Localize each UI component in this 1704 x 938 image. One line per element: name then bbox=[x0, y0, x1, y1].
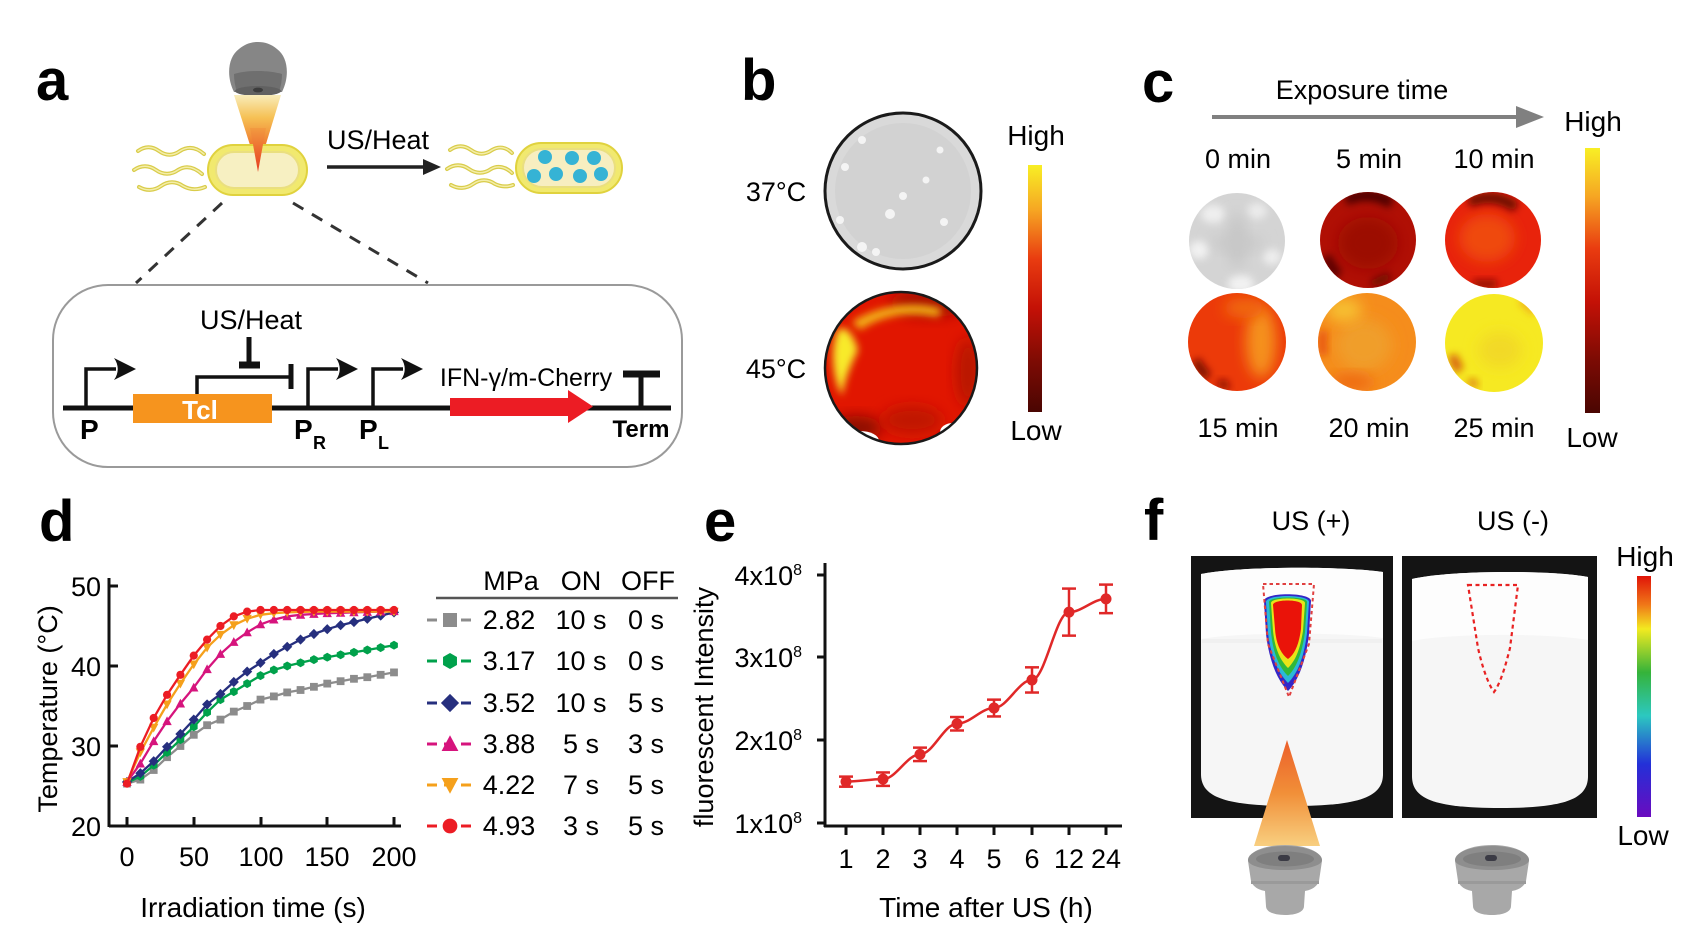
svg-text:200: 200 bbox=[371, 842, 416, 872]
svg-text:f: f bbox=[1144, 488, 1164, 553]
svg-text:e: e bbox=[704, 489, 736, 554]
svg-text:Irradiation time (s): Irradiation time (s) bbox=[140, 892, 366, 923]
svg-text:4x108: 4x108 bbox=[735, 561, 803, 591]
svg-text:c: c bbox=[1142, 50, 1174, 115]
svg-text:ON: ON bbox=[561, 566, 602, 596]
svg-text:Low: Low bbox=[1617, 820, 1669, 851]
svg-text:P: P bbox=[359, 414, 378, 445]
svg-text:40: 40 bbox=[71, 652, 101, 682]
svg-text:5 min: 5 min bbox=[1336, 144, 1402, 174]
svg-text:P: P bbox=[294, 414, 313, 445]
svg-text:1: 1 bbox=[838, 844, 853, 874]
svg-text:OFF: OFF bbox=[621, 566, 675, 596]
svg-text:37°C: 37°C bbox=[746, 177, 806, 207]
svg-text:US (+): US (+) bbox=[1272, 506, 1351, 536]
svg-text:3 s: 3 s bbox=[563, 811, 599, 841]
svg-text:3 s: 3 s bbox=[628, 729, 664, 759]
svg-text:d: d bbox=[39, 489, 74, 554]
svg-text:High: High bbox=[1007, 120, 1065, 151]
svg-text:0 s: 0 s bbox=[628, 605, 664, 635]
svg-text:3x108: 3x108 bbox=[735, 643, 803, 673]
svg-text:High: High bbox=[1616, 541, 1674, 572]
svg-text:Low: Low bbox=[1010, 415, 1062, 446]
svg-text:30: 30 bbox=[71, 732, 101, 762]
svg-text:10 s: 10 s bbox=[555, 688, 606, 718]
svg-text:2x108: 2x108 bbox=[735, 726, 803, 756]
svg-text:High: High bbox=[1564, 106, 1622, 137]
svg-text:20 min: 20 min bbox=[1328, 413, 1409, 443]
svg-text:0 s: 0 s bbox=[628, 646, 664, 676]
svg-text:Exposure time: Exposure time bbox=[1276, 75, 1449, 105]
svg-text:2.82: 2.82 bbox=[483, 605, 536, 635]
svg-text:Temperature (°C): Temperature (°C) bbox=[33, 605, 63, 812]
svg-text:3.88: 3.88 bbox=[483, 729, 536, 759]
svg-text:MPa: MPa bbox=[483, 566, 540, 596]
svg-text:b: b bbox=[741, 48, 776, 113]
svg-text:4.22: 4.22 bbox=[483, 770, 536, 800]
svg-text:6: 6 bbox=[1024, 844, 1039, 874]
svg-text:50: 50 bbox=[179, 842, 209, 872]
svg-text:US/Heat: US/Heat bbox=[200, 305, 303, 335]
svg-text:100: 100 bbox=[238, 842, 283, 872]
svg-text:5 s: 5 s bbox=[628, 688, 664, 718]
svg-text:3.17: 3.17 bbox=[483, 646, 536, 676]
svg-text:7 s: 7 s bbox=[563, 770, 599, 800]
svg-text:5 s: 5 s bbox=[628, 770, 664, 800]
svg-text:25 min: 25 min bbox=[1453, 413, 1534, 443]
svg-text:US/Heat: US/Heat bbox=[327, 125, 430, 155]
svg-text:12: 12 bbox=[1054, 844, 1084, 874]
svg-text:4: 4 bbox=[949, 844, 964, 874]
svg-text:24: 24 bbox=[1091, 844, 1121, 874]
svg-text:5 s: 5 s bbox=[563, 729, 599, 759]
svg-text:L: L bbox=[378, 433, 389, 453]
svg-text:3: 3 bbox=[912, 844, 927, 874]
svg-text:50: 50 bbox=[71, 572, 101, 602]
svg-text:0: 0 bbox=[119, 842, 134, 872]
svg-text:2: 2 bbox=[875, 844, 890, 874]
svg-text:Low: Low bbox=[1566, 422, 1618, 453]
svg-text:10 s: 10 s bbox=[555, 605, 606, 635]
svg-text:5 s: 5 s bbox=[628, 811, 664, 841]
svg-text:US (-): US (-) bbox=[1477, 506, 1549, 536]
svg-text:10 min: 10 min bbox=[1453, 144, 1534, 174]
svg-text:IFN-γ/m-Cherry: IFN-γ/m-Cherry bbox=[440, 364, 613, 392]
svg-text:10 s: 10 s bbox=[555, 646, 606, 676]
svg-text:Tcl: Tcl bbox=[182, 395, 218, 425]
svg-text:20: 20 bbox=[71, 812, 101, 842]
svg-text:P: P bbox=[80, 414, 99, 445]
svg-text:3.52: 3.52 bbox=[483, 688, 536, 718]
svg-text:fluorescent Intensity: fluorescent Intensity bbox=[689, 586, 719, 827]
svg-text:a: a bbox=[36, 48, 69, 113]
svg-text:R: R bbox=[313, 433, 326, 453]
svg-text:Time after US (h): Time after US (h) bbox=[879, 892, 1093, 923]
svg-text:4.93: 4.93 bbox=[483, 811, 536, 841]
svg-text:0 min: 0 min bbox=[1205, 144, 1271, 174]
svg-text:1x108: 1x108 bbox=[735, 809, 803, 839]
svg-text:45°C: 45°C bbox=[746, 354, 806, 384]
svg-text:150: 150 bbox=[304, 842, 349, 872]
svg-text:Term: Term bbox=[613, 416, 670, 443]
svg-text:15 min: 15 min bbox=[1197, 413, 1278, 443]
svg-text:5: 5 bbox=[986, 844, 1001, 874]
